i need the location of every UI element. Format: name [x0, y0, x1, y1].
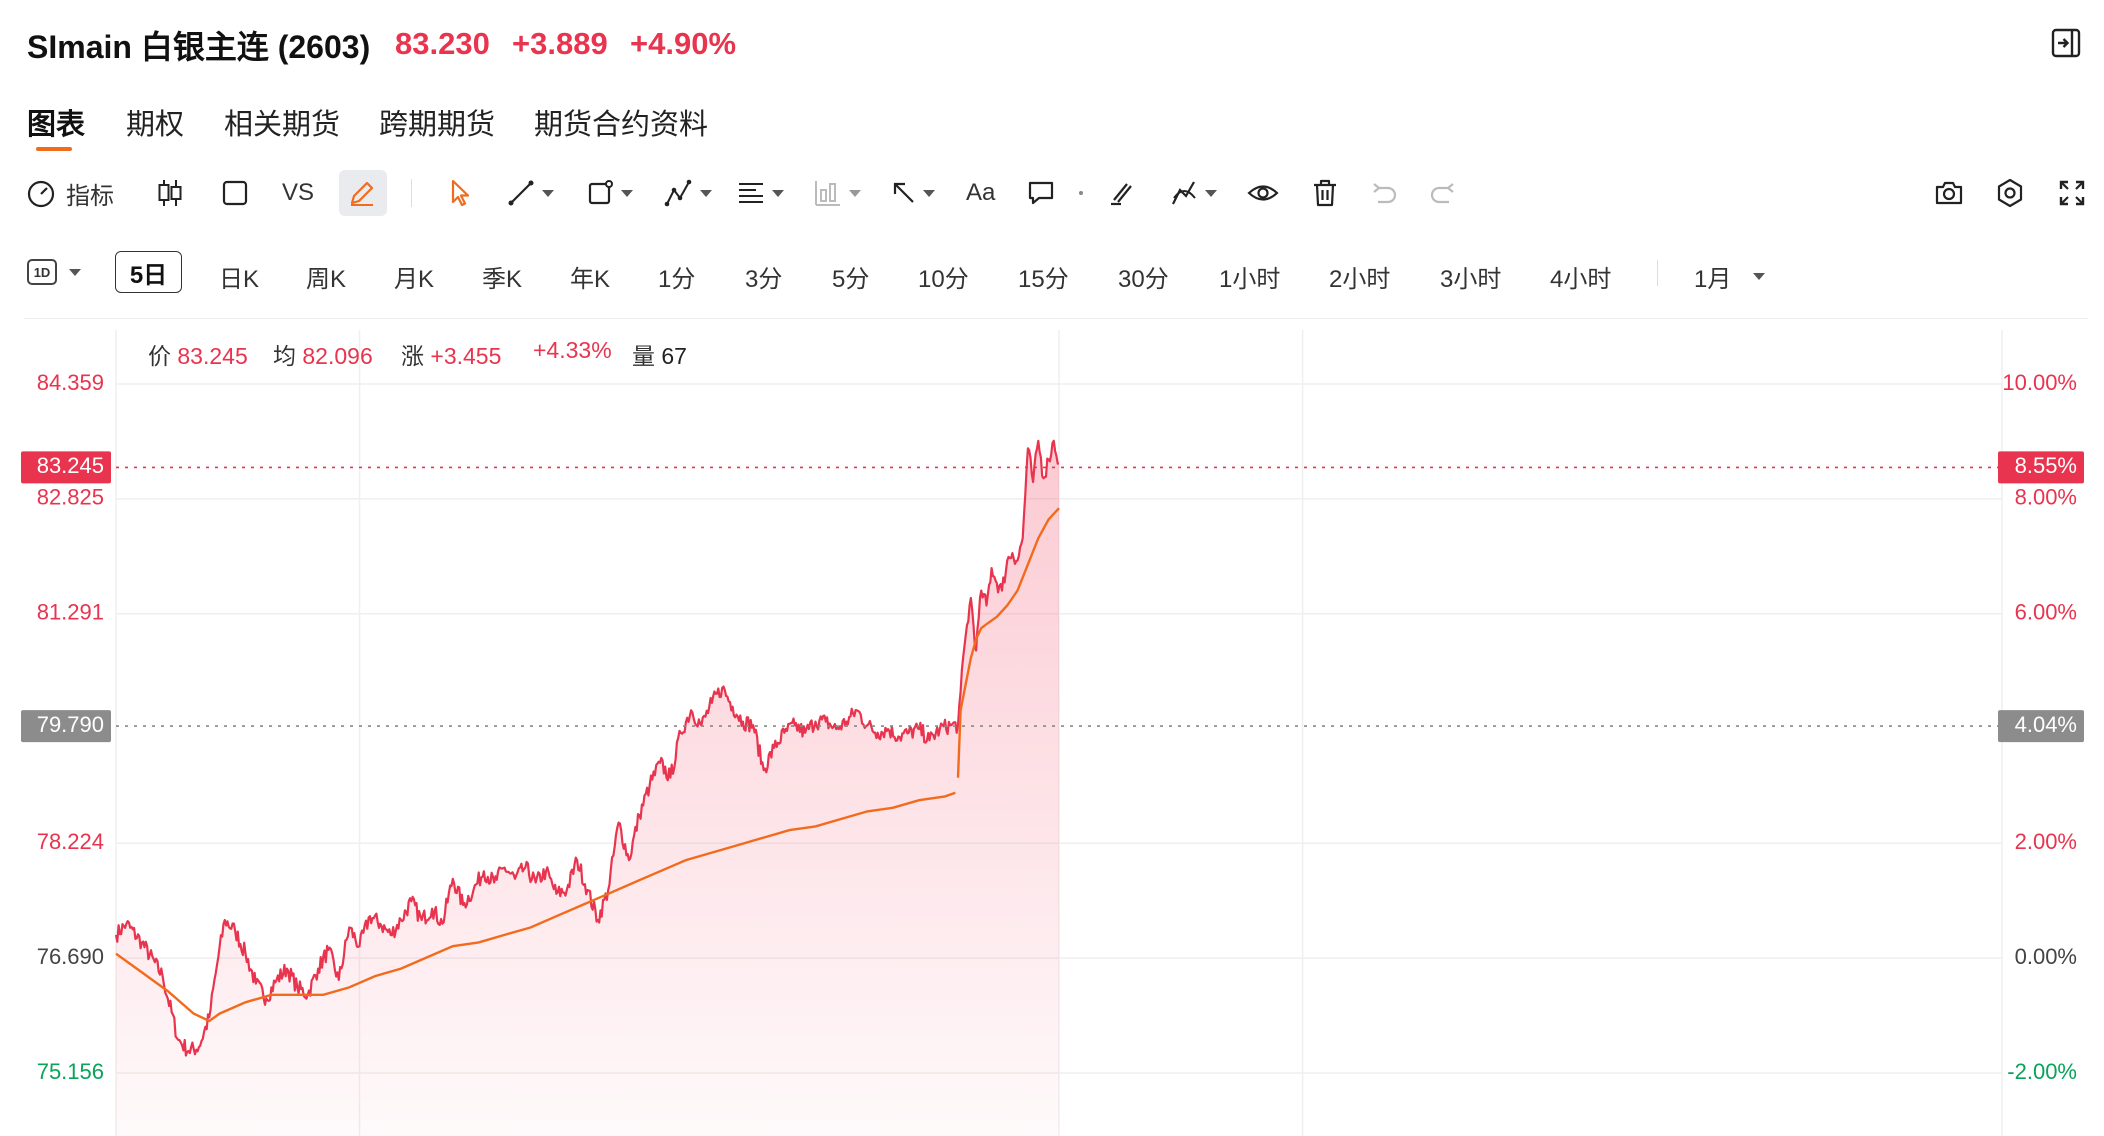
period-30m[interactable]: 30分 [1118, 266, 1169, 293]
tab-spread-futures[interactable]: 跨期期货 [379, 109, 496, 141]
period-quarter[interactable]: 季K [482, 266, 523, 293]
period-10m[interactable]: 10分 [918, 266, 969, 293]
period-5d[interactable]: 5日 [115, 251, 182, 293]
arrow-icon[interactable] [891, 175, 935, 211]
period-5m[interactable]: 5分 [832, 266, 870, 293]
y-axis-tick-left: 81.291 [37, 600, 104, 625]
chevron-down-icon [1753, 273, 1766, 280]
fibonacci-icon[interactable] [736, 175, 784, 211]
y-axis-tick-left: 79.790 [37, 712, 104, 737]
y-axis-tick-left: 75.156 [37, 1059, 104, 1084]
candlestick-icon[interactable] [156, 175, 184, 211]
settings-icon[interactable] [1995, 175, 2025, 211]
indicators-button[interactable]: 指标 [26, 175, 114, 211]
info-change: 涨 +3.455 [401, 343, 502, 369]
active-tab-indicator [36, 147, 72, 151]
price-line [114, 439, 1060, 1057]
y-axis-tick-left: 78.224 [37, 829, 104, 854]
y-axis-tick-left: 76.690 [37, 944, 104, 969]
indicators-label: 指标 [66, 182, 114, 210]
prev-close-left-badge [21, 710, 111, 743]
interval-badge: 1D [27, 259, 57, 285]
period-day[interactable]: 日K [219, 266, 260, 293]
y-axis-tick-right: 0.00% [2015, 944, 2077, 969]
eye-icon[interactable] [1247, 175, 1279, 211]
info-price: 价 83.245 [148, 343, 248, 369]
current-price-left-badge [21, 451, 111, 484]
pencil-icon[interactable] [347, 175, 377, 211]
square-icon[interactable] [222, 175, 248, 211]
period-more-label: 1月 [1694, 266, 1732, 293]
instrument-title: SImain 白银主连 (2603) [27, 22, 370, 68]
fullscreen-icon[interactable] [2058, 175, 2086, 211]
magnet-icon[interactable] [1107, 175, 1137, 211]
period-3m[interactable]: 3分 [745, 266, 783, 293]
comment-icon[interactable] [1026, 175, 1056, 211]
exit-panel-icon[interactable] [2051, 28, 2081, 58]
price-change: +3.889 [512, 26, 608, 61]
camera-icon[interactable] [1934, 175, 1964, 211]
vs-compare-button[interactable]: VS [282, 179, 315, 206]
info-volume: 量 67 [632, 343, 687, 369]
current-price-left-label: 83.245 [37, 453, 104, 478]
y-axis-tick-right: 6.00% [2015, 600, 2077, 625]
period-4h[interactable]: 4小时 [1550, 266, 1612, 293]
info-change-pct: +4.33% [533, 337, 612, 363]
tab-contract-info[interactable]: 期货合约资料 [534, 109, 709, 141]
prev-close-right-badge [1998, 710, 2084, 743]
draw-tools-toggle[interactable] [339, 170, 387, 216]
period-2h[interactable]: 2小时 [1329, 266, 1391, 293]
y-axis-tick-right: 8.00% [2015, 485, 2077, 510]
average-line [115, 791, 956, 1023]
y-axis-tick-right: 10.00% [2002, 370, 2077, 395]
period-3h[interactable]: 3小时 [1440, 266, 1502, 293]
text-icon[interactable]: Aa [966, 179, 996, 206]
y-axis-tick-right: -2.00% [2007, 1059, 2077, 1084]
gauge-icon [27, 180, 55, 208]
lock-drawing-icon[interactable] [1169, 175, 1217, 211]
tab-options[interactable]: 期权 [126, 109, 185, 141]
tab-chart[interactable]: 图表 [27, 109, 86, 141]
symbol: SImain [27, 29, 132, 65]
period-divider [1657, 260, 1658, 286]
y-axis-tick-right: 4.04% [2015, 712, 2077, 737]
period-month[interactable]: 月K [394, 266, 435, 293]
cursor-arrow-icon[interactable] [448, 175, 474, 211]
toolbar-divider [411, 179, 412, 207]
instrument-name: 白银主连 [140, 29, 269, 65]
chart-top-divider [24, 318, 2088, 319]
chevron-down-icon [69, 268, 81, 276]
undo-icon[interactable] [1369, 175, 1399, 211]
interval-selector[interactable]: 1D [27, 259, 81, 285]
trend-line-icon[interactable] [506, 175, 554, 211]
instrument-code: (2603) [277, 29, 371, 65]
dot-separator [1078, 175, 1084, 211]
period-year[interactable]: 年K [570, 266, 611, 293]
price-area-fill [116, 440, 1059, 1136]
y-axis-tick-left: 82.825 [37, 485, 104, 510]
pattern-icon[interactable] [664, 175, 712, 211]
last-price: 83.230 [395, 26, 490, 61]
y-axis-tick-left: 84.359 [37, 370, 104, 395]
current-pct-right-label: 8.55% [2015, 453, 2077, 478]
tab-related-futures[interactable]: 相关期货 [224, 109, 341, 141]
volume-profile-icon[interactable] [813, 175, 861, 211]
current-price-right-badge [1998, 451, 2084, 484]
period-1m[interactable]: 1分 [658, 266, 696, 293]
price-change-pct: +4.90% [630, 26, 737, 61]
trash-icon[interactable] [1311, 175, 1339, 211]
y-axis-tick-right: 2.00% [2015, 829, 2077, 854]
period-week[interactable]: 周K [306, 266, 347, 293]
shape-icon[interactable] [585, 175, 633, 211]
period-1h[interactable]: 1小时 [1219, 266, 1281, 293]
period-15m[interactable]: 15分 [1018, 266, 1069, 293]
period-more-dropdown[interactable]: 1月 [1694, 259, 1766, 294]
redo-icon[interactable] [1428, 175, 1458, 211]
average-line-session2 [956, 507, 1060, 778]
info-average: 均 82.096 [273, 343, 373, 369]
